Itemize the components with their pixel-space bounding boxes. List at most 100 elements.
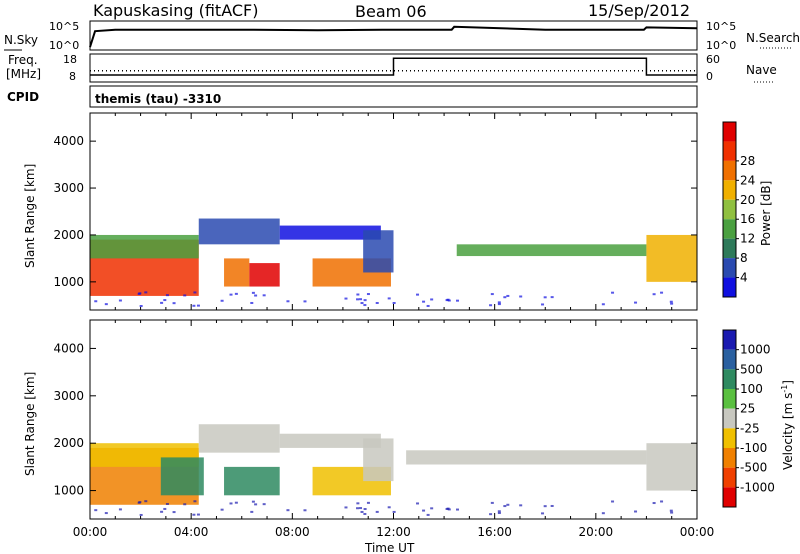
velocity-speckle (356, 507, 360, 510)
time-tick-label: 04:00 (174, 525, 209, 539)
velocity-speckle (192, 513, 196, 516)
velocity-speckle (360, 510, 364, 513)
power-speckle (366, 293, 370, 296)
power-speckle (160, 301, 164, 304)
nave-right-tick-top: 60 (706, 53, 720, 66)
power-colorbar: 4 8 12 16 20 24 28 (722, 121, 755, 298)
power-speckle (456, 299, 460, 302)
power-data (90, 218, 697, 308)
velocity-colorbar-segment (723, 330, 736, 350)
power-speckle (669, 300, 673, 303)
velocity-colorbar-label-end: ] (781, 380, 795, 385)
time-axis-label: Time UT (364, 541, 415, 554)
power-speckle (118, 299, 122, 302)
velocity-colorbar-segment (723, 349, 736, 370)
velocity-speckle (220, 508, 224, 511)
power-colorbar-tick-label: 24 (740, 173, 755, 187)
velocity-speckle (163, 507, 167, 510)
power-colorbar-frame (722, 121, 737, 298)
power-colorbar-tick-label: 8 (740, 251, 748, 265)
power-speckle (344, 297, 348, 300)
power-colorbar-tick-label: 28 (740, 154, 755, 168)
power-speckle (196, 304, 200, 307)
program-label: themis (tau) -3310 (95, 92, 221, 106)
velocity-speckle (611, 500, 615, 503)
power-speckle (172, 302, 176, 305)
noise-left-tick-top: 10^5 (49, 20, 79, 33)
velocity-speckle (416, 502, 420, 505)
power-colorbar-segment (723, 141, 736, 161)
power-speckle (392, 302, 396, 305)
velocity-colorbar-label-sup: -1 (780, 385, 789, 393)
power-speckle (163, 299, 167, 302)
nsky-line (89, 25, 698, 48)
velocity-y-axis: 1000 2000 3000 4000 (53, 320, 698, 519)
power-speckle (541, 303, 545, 306)
power-speckle (254, 294, 258, 297)
power-region (249, 263, 280, 287)
velocity-speckle (229, 502, 233, 505)
velocity-speckle (344, 506, 348, 509)
power-colorbar-segment (723, 199, 736, 220)
power-speckle (356, 298, 360, 301)
cpid-label: CPID (7, 90, 39, 104)
power-region (198, 218, 280, 245)
time-tick-label: 00:00 (73, 525, 108, 539)
power-colorbar-segment (723, 238, 736, 259)
power-speckle (356, 293, 360, 296)
power-speckle (497, 303, 501, 306)
time-axis: 00:00 04:00 08:00 12:00 16:00 20:00 00:00 (73, 525, 715, 539)
velocity-speckle (670, 511, 674, 514)
power-region (279, 225, 381, 240)
velocity-colorbar-segment (723, 408, 736, 429)
velocity-speckle (250, 510, 254, 513)
freq-line (90, 57, 697, 76)
velocity-region (363, 438, 394, 482)
power-speckle (234, 292, 238, 295)
velocity-colorbar-segment (723, 448, 736, 468)
velocity-ylabel: Slant Range [km] (23, 372, 37, 476)
velocity-colorbar-segment (723, 487, 736, 507)
power-speckle (489, 304, 493, 307)
power-y-axis: 1000 2000 3000 4000 (53, 113, 698, 310)
velocity-speckle (541, 512, 545, 515)
velocity-region (160, 457, 204, 496)
power-speckle (490, 293, 494, 296)
power-speckle (611, 291, 615, 294)
velocity-region (646, 443, 697, 491)
power-ytick-label: 4000 (53, 134, 84, 148)
power-region (456, 244, 647, 257)
velocity-speckle (139, 513, 143, 516)
station-title: Kapuskasing (fitACF) (93, 1, 258, 20)
velocity-region (224, 466, 280, 496)
power-speckle (251, 291, 255, 294)
velocity-colorbar-segment (723, 467, 736, 488)
velocity-colorbar-label-main: Velocity [m s (781, 393, 795, 470)
freq-left-tick-bottom: 8 (69, 70, 76, 83)
power-speckle (138, 292, 142, 295)
velocity-colorbar-label: Velocity [m s-1] (780, 380, 795, 470)
velocity-speckle (660, 500, 664, 503)
cpid-panel-frame (89, 85, 698, 108)
power-speckle (192, 304, 196, 307)
power-ytick-label: 2000 (53, 228, 84, 242)
velocity-ytick-label: 2000 (53, 436, 84, 450)
velocity-colorbar-tick-label: 25 (740, 402, 755, 416)
velocity-speckle (506, 503, 510, 506)
power-colorbar-segment (723, 277, 736, 297)
power-speckle (165, 294, 169, 297)
power-colorbar-tick-label: 12 (740, 232, 755, 246)
velocity-speckle (601, 512, 605, 515)
power-speckle (375, 301, 379, 304)
power-speckle (229, 293, 233, 296)
power-colorbar-tick-label: 20 (740, 193, 755, 207)
power-speckle (94, 300, 98, 303)
velocity-region (406, 450, 647, 465)
power-colorbar-segment (723, 219, 736, 239)
power-colorbar-segment (723, 122, 736, 142)
power-speckle (422, 300, 426, 303)
velocity-speckle (234, 501, 238, 504)
noise-series (89, 25, 698, 48)
power-speckle (550, 296, 554, 299)
velocity-speckle (366, 501, 370, 504)
